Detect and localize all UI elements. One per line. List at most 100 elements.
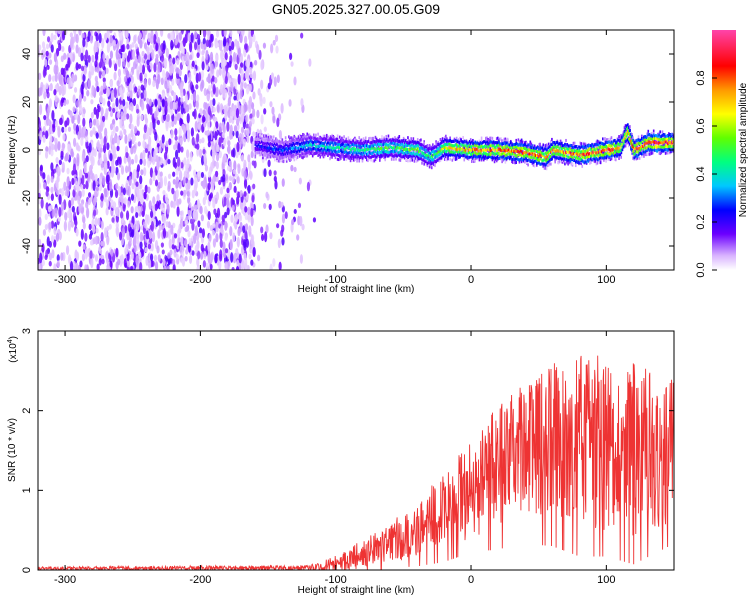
spectrogram-speckle [61,161,65,173]
spectrogram-speckle [174,135,178,141]
spectrogram-speckle [42,30,46,37]
spectrogram-halo-cell [471,159,473,163]
spectrogram-speckle [79,183,84,190]
spectrogram-halo-cell [347,136,350,140]
spectrogram-speckle [306,181,311,192]
spectrogram-speckle [78,203,82,214]
spectrogram-ridge-cell [255,147,258,151]
spectrogram-ridge-cell [268,146,271,150]
spectrogram-speckle [244,206,248,213]
spectrogram-speckle [140,248,145,258]
spectrogram-ridge-cell [254,146,257,150]
spectrogram-speckle [193,108,197,120]
spectrogram-speckle [226,207,230,216]
spectrogram-speckle [212,222,216,229]
spectrogram-speckle [154,131,158,142]
spectrogram-speckle [117,258,121,266]
spectrogram-speckle [240,245,245,256]
spectrogram-speckle [39,130,43,141]
spectrogram-speckle [129,81,133,91]
spectrogram-speckle [229,225,233,237]
spectrogram-speckle [67,254,72,265]
spectrogram-speckle [232,253,237,262]
spectrogram-halo-cell [261,142,263,146]
spectrogram-speckle [202,260,206,268]
spectrogram-speckle [199,232,203,239]
spectrogram-speckle [118,231,123,241]
spectrogram-speckle [203,250,207,260]
spectrogram-speckle [122,60,126,68]
spectrogram-speckle [187,179,191,191]
spectrogram-speckle [226,187,230,194]
spectrogram-speckle [122,187,126,196]
spectrogram-halo-cell [267,135,270,139]
spectrogram-speckle [84,81,88,90]
spectrogram-speckle [73,122,77,131]
spectrogram-speckle [95,180,99,186]
spectrogram-speckle [38,238,42,248]
spectrogram-speckle [252,70,257,81]
spectrogram-speckle [72,163,77,175]
spectrogram-speckle [234,39,238,46]
spectrogram-speckle [167,158,171,165]
spectrogram-halo-cell [385,134,388,138]
spectrogram-speckle [149,121,153,132]
spectrogram-speckle [132,61,137,70]
spectrogram-speckle [80,52,84,62]
spectrogram-speckle [83,95,87,102]
spectrogram-speckle [98,248,103,254]
spectrogram-speckle [133,169,137,180]
spectrogram-ridge-cell [266,141,269,145]
spectrogram-ridge-cell [264,145,267,149]
spectrogram-speckle [119,130,123,137]
spectrogram-speckle [212,199,216,209]
spectrogram-speckle [258,49,262,60]
spectrogram-speckle [152,196,156,205]
spectrogram-speckle [93,189,98,198]
spectrogram-speckle [79,104,83,114]
spectrogram-speckle [180,97,184,103]
spectrogram-speckle [97,125,102,135]
spectrogram-speckle [143,191,147,200]
spectrogram-speckle [178,31,183,41]
spectrogram-speckle [215,233,219,243]
spectrogram-halo-cell [338,135,341,139]
spectrogram-speckle [105,108,109,118]
spectrogram-speckle [91,149,95,157]
spectrogram-halo-cell [268,140,271,144]
spectrogram-speckle [193,173,198,180]
spectrogram-speckle [45,82,49,90]
spectrogram-speckle [202,30,207,38]
spectrogram-speckle [220,225,224,234]
spectrogram-speckle [209,51,214,62]
spectrogram-speckle [180,161,184,169]
spectrogram-speckle [147,32,151,43]
spectrogram-speckle [110,199,114,209]
spectrogram-speckle [146,46,150,55]
spectrogram-speckle [156,119,161,126]
spectrogram-speckle [161,134,165,144]
spectrogram-speckle [75,33,79,44]
spectrogram-ridge-cell [268,138,271,142]
spectrogram-speckle [81,174,85,186]
spectrogram-speckle [256,109,260,119]
spectrogram-speckle [207,120,211,130]
spectrogram-speckle [43,90,47,100]
spectrogram-ridge-cell [269,142,272,146]
spectrogram-speckle [205,65,209,71]
spectrogram-speckle [149,44,153,53]
spectrogram-speckle [41,259,45,267]
spectrogram-halo-cell [319,155,322,159]
spectrogram-speckle [299,215,303,227]
spectrogram-speckle [185,215,189,221]
spectrogram-speckle [199,117,203,124]
spectrogram-halo-cell [293,158,296,162]
spectrogram-speckle [109,111,114,118]
spectrogram-speckle [71,73,75,83]
spectrogram-speckle [53,52,58,63]
spectrogram-speckle [92,180,96,192]
spectrogram-speckle [106,234,110,246]
spectrogram-speckle [207,30,211,36]
spectrogram-speckle [196,133,200,143]
spectrogram-speckle [91,54,95,63]
